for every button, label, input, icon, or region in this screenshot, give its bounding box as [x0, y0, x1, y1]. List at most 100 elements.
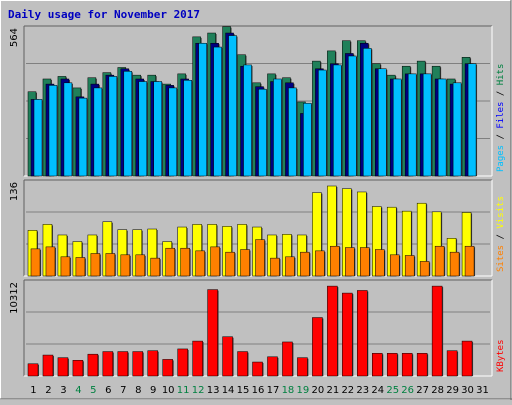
bar-sites-15 [240, 249, 250, 277]
bar-kbytes-10 [162, 359, 173, 377]
bar-sites-28 [434, 245, 445, 277]
bar-kbytes-12 [192, 340, 203, 377]
bar-pages-27 [422, 73, 432, 177]
bar-sites-26 [404, 255, 415, 277]
bar-pages-29 [452, 82, 462, 177]
day-label-19: 19 [297, 385, 310, 396]
bar-pages-14 [228, 35, 237, 177]
bar-sites-11 [180, 247, 190, 277]
bar-sites-21 [330, 245, 340, 277]
legend-pages: Pages [496, 145, 506, 172]
legend-separator: / [496, 129, 506, 145]
bar-kbytes-14 [222, 336, 233, 377]
bar-pages-2 [48, 85, 58, 177]
bar-pages-30 [467, 63, 477, 177]
day-label-15: 15 [237, 385, 250, 396]
day-axis: 1 2 3 4 5 6 7 8 9 10 11 12 13 14 15 16 17 18 19 20 21 22 23 24 2… [30, 385, 489, 396]
day-label-1: 1 [30, 385, 36, 396]
bar-kbytes-28 [431, 285, 443, 377]
day-label-7: 7 [120, 385, 126, 396]
day-label-27: 27 [416, 385, 429, 396]
bar-kbytes-29 [446, 350, 458, 377]
bar-kbytes-13 [207, 289, 218, 377]
bar-kbytes-17 [267, 356, 278, 377]
day-label-25: 25 [386, 385, 399, 396]
day-label-2: 2 [45, 385, 51, 396]
day-label-26: 26 [401, 385, 414, 396]
bar-sites-8 [135, 254, 146, 277]
bar-sites-25 [389, 254, 400, 277]
panel-0-max-label: 564 [9, 28, 20, 47]
bar-pages-22 [348, 55, 357, 177]
day-label-22: 22 [341, 385, 354, 396]
bar-sites-30 [464, 245, 475, 277]
bar-kbytes-24 [372, 353, 383, 377]
bar-pages-23 [363, 48, 372, 177]
bar-kbytes-8 [132, 351, 144, 377]
panel-2-background [24, 280, 492, 376]
bar-sites-19 [300, 251, 310, 277]
bar-kbytes-25 [386, 353, 398, 377]
bar-sites-3 [60, 256, 71, 277]
bar-pages-6 [108, 76, 118, 177]
bar-sites-4 [75, 257, 86, 277]
bar-pages-28 [437, 78, 447, 177]
bar-sites-12 [195, 250, 205, 277]
bar-sites-13 [210, 246, 220, 277]
bar-kbytes-19 [297, 357, 308, 377]
day-label-4: 4 [75, 385, 81, 396]
day-label-5: 5 [90, 385, 96, 396]
bar-sites-24 [375, 249, 385, 277]
day-label-6: 6 [105, 385, 111, 396]
bar-pages-17 [273, 78, 282, 177]
bar-kbytes-15 [237, 351, 248, 377]
bar-sites-7 [120, 254, 131, 277]
bar-kbytes-26 [401, 353, 413, 377]
bar-kbytes-1 [27, 363, 39, 377]
bar-kbytes-16 [252, 361, 263, 377]
bar-kbytes-4 [72, 360, 84, 377]
day-label-23: 23 [356, 385, 369, 396]
bar-pages-11 [183, 80, 192, 177]
bar-kbytes-7 [117, 351, 129, 377]
bar-pages-4 [78, 97, 88, 177]
panel-0-legend: Pages / Files / Hits [496, 64, 506, 172]
legend-separator: / [496, 85, 506, 101]
bar-sites-10 [165, 247, 175, 277]
bar-pages-10 [168, 87, 177, 177]
bar-pages-26 [407, 73, 417, 177]
bar-pages-18 [288, 87, 297, 177]
day-label-30: 30 [461, 385, 474, 396]
bar-pages-9 [153, 81, 162, 177]
bar-kbytes-20 [312, 317, 323, 377]
bar-pages-1 [33, 99, 43, 177]
bar-sites-14 [225, 251, 235, 277]
legend-visits: Visits [496, 196, 506, 229]
day-label-8: 8 [135, 385, 141, 396]
day-label-9: 9 [150, 385, 156, 396]
bar-kbytes-6 [102, 351, 114, 377]
bar-kbytes-5 [87, 353, 99, 377]
panel-1-legend: Sites / Visits [496, 196, 506, 272]
bar-kbytes-9 [147, 350, 158, 377]
bar-sites-23 [360, 247, 370, 277]
bar-sites-2 [45, 246, 56, 277]
bar-pages-13 [213, 46, 222, 177]
legend-files: Files [496, 102, 506, 129]
bar-sites-18 [285, 256, 295, 277]
day-label-11: 11 [177, 385, 190, 396]
day-label-18: 18 [282, 385, 295, 396]
bar-pages-16 [258, 88, 267, 177]
bar-kbytes-22 [342, 292, 353, 377]
day-label-13: 13 [207, 385, 220, 396]
bar-sites-29 [449, 251, 460, 277]
bar-sites-16 [255, 239, 265, 277]
bar-kbytes-11 [177, 348, 188, 377]
bar-kbytes-30 [461, 340, 473, 377]
day-label-3: 3 [60, 385, 66, 396]
day-label-31: 31 [476, 385, 489, 396]
bar-kbytes-2 [42, 354, 54, 377]
bar-pages-5 [93, 87, 103, 177]
